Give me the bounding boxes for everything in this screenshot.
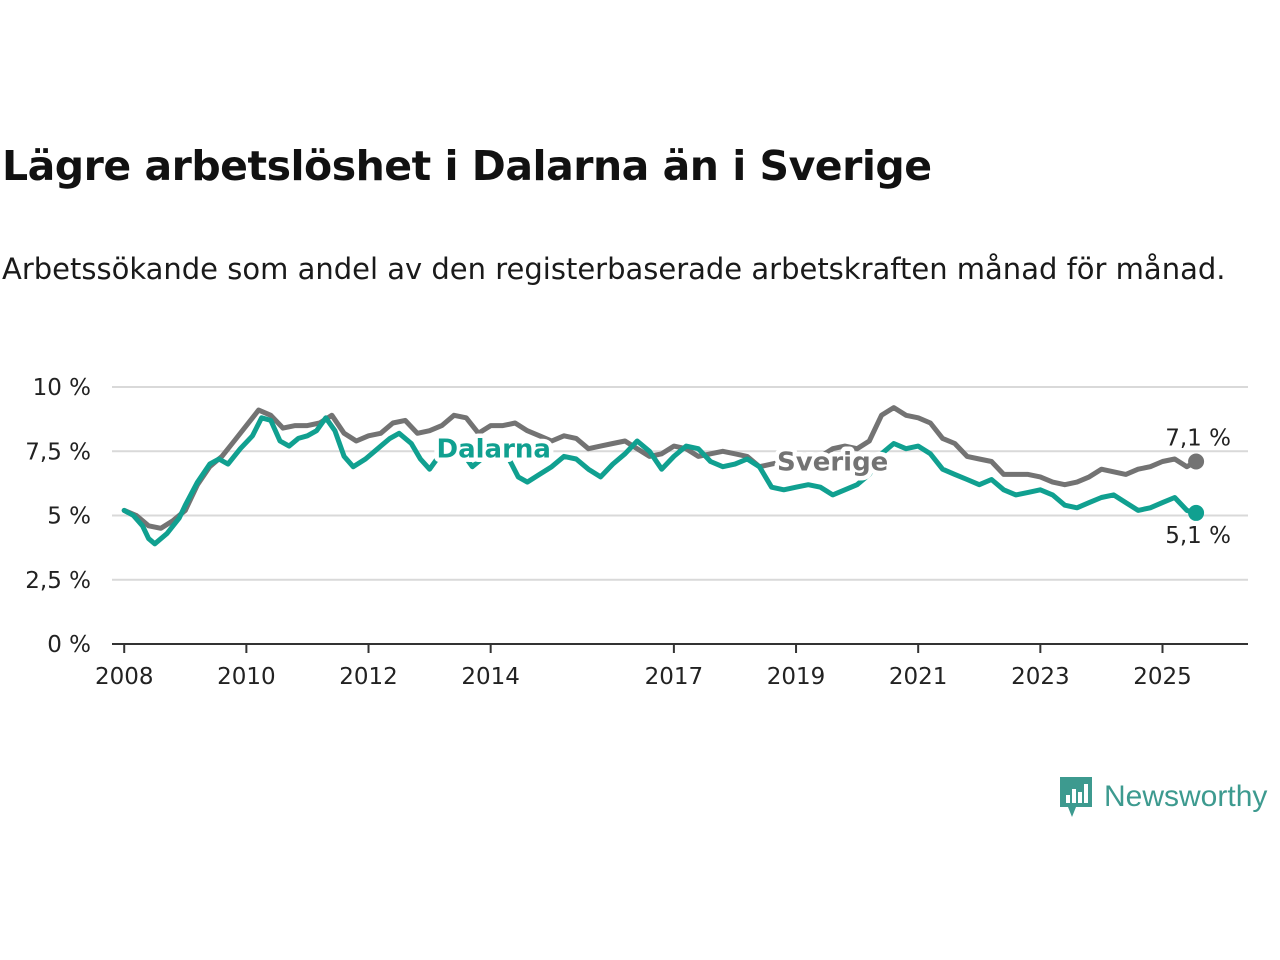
end-point-sverige [1188,453,1205,470]
y-tick-label: 0 % [47,632,91,658]
series-label-dalarna: Dalarna [436,435,550,465]
y-tick-label: 5 % [47,504,91,530]
chart-subtitle: Arbetssökande som andel av den registerb… [2,252,1226,286]
line-chart: 0 % 2,5 % 5 % 7,5 % 10 % 2008 2010 2012 2014 201… [25,375,1248,690]
y-tick-label: 10 % [33,375,91,401]
end-label-sverige: 7,1 % [1165,426,1231,452]
x-tick-label: 2019 [767,664,826,690]
x-tick-label: 2008 [95,664,154,690]
x-axis: 2008 2010 2012 2014 2017 2019 2021 2023 2025 [95,643,1248,690]
brand-name: Newsworthy [1104,780,1268,813]
x-tick-label: 2010 [217,664,276,690]
y-axis-tick-labels: 0 % 2,5 % 5 % 7,5 % 10 % [25,375,91,658]
series-line-dalarna [121,415,1199,547]
end-point-dalarna [1188,504,1205,521]
y-tick-label: 2,5 % [25,568,91,594]
x-tick-label: 2017 [645,664,704,690]
y-tick-label: 7,5 % [25,439,91,465]
newsworthy-logo-icon [1060,777,1092,817]
series-label-halo: Sverige [777,448,888,478]
series-lines [121,405,1205,547]
end-label-dalarna: 5,1 % [1165,523,1231,549]
x-tick-label: 2025 [1133,664,1192,690]
x-tick-label: 2012 [339,664,398,690]
series-label-sverige: Sverige [777,448,888,478]
x-tick-label: 2021 [889,664,948,690]
series-label-halo: Dalarna [436,435,550,465]
chart-title: Lägre arbetslöshet i Dalarna än i Sverig… [2,142,932,190]
x-tick-label: 2014 [461,664,520,690]
x-tick-label: 2023 [1011,664,1070,690]
newsworthy-logo: Newsworthy [1058,775,1267,819]
series-line-sverige [121,405,1199,531]
